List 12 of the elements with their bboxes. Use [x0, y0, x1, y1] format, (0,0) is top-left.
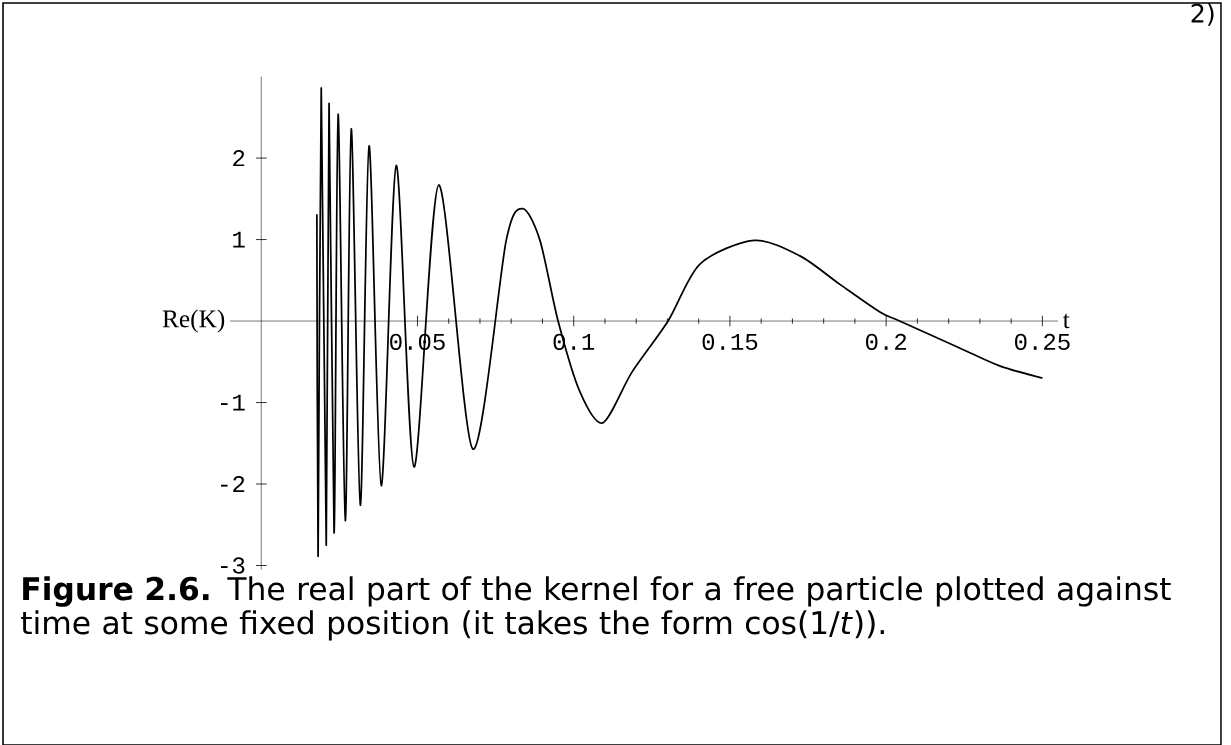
y-tick-label: -3 [220, 557, 245, 574]
y-tick-label: -2 [220, 475, 245, 493]
y-axis-title: Re(K) [162, 309, 225, 333]
text: 2) [1191, 3, 1214, 26]
y-tick-label: -1 [220, 394, 245, 411]
x-tick-label: 0.25 [1015, 333, 1070, 351]
y-tick-label: 1 [233, 231, 245, 248]
text: Figure 2.6. The real part of the kernel for a free particle plotted against time at some fixed position (it takes the form cos(1/t)). [21, 576, 1171, 641]
x-tick-label: 0.15 [702, 333, 758, 351]
y-tick-label: 2 [233, 150, 245, 167]
x-axis-title: t [1062, 313, 1070, 329]
x-tick-label: 0.2 [866, 333, 907, 351]
